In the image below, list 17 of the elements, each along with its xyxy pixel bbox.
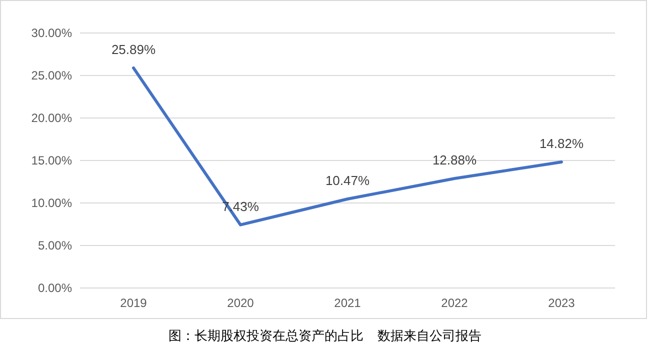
data-label: 14.82% <box>539 136 584 152</box>
data-label: 25.89% <box>111 42 156 57</box>
x-tick-label: 2021 <box>334 296 362 310</box>
y-tick-label: 10.00% <box>31 196 72 210</box>
x-tick-label: 2020 <box>227 296 254 310</box>
y-tick-label: 0.00% <box>38 281 72 295</box>
y-tick-label: 25.00% <box>31 68 72 82</box>
data-label: 10.47% <box>325 173 370 188</box>
text: 图：长期股权投资在总资产的占比 数据来自公司报告 <box>168 328 482 343</box>
x-tick-label: 2022 <box>441 296 468 310</box>
y-tick-label: 30.00% <box>31 26 72 40</box>
x-tick-label: 2019 <box>120 296 148 310</box>
y-tick-label: 15.00% <box>31 154 72 168</box>
data-label: 12.88% <box>432 152 477 168</box>
y-tick-label: 5.00% <box>38 238 72 252</box>
y-tick-label: 20.00% <box>31 111 72 125</box>
x-tick-label: 2023 <box>548 296 576 310</box>
